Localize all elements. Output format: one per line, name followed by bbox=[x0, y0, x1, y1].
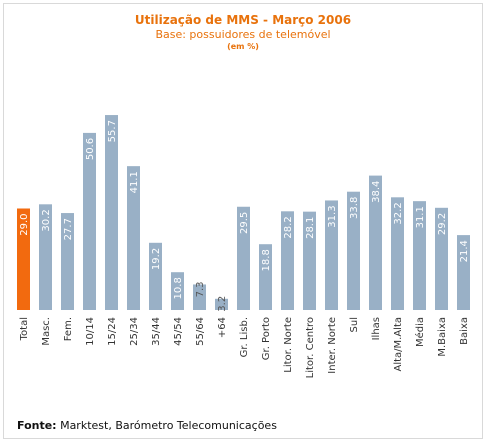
bar-14 bbox=[325, 200, 338, 310]
category-label-20: Baixa bbox=[459, 317, 470, 345]
bar-3 bbox=[83, 132, 96, 310]
category-label-13: Litor. Centro bbox=[305, 317, 316, 378]
value-label-2: 27.7 bbox=[63, 218, 74, 240]
category-label-10: Gr. Lisb. bbox=[239, 317, 250, 357]
bar-10 bbox=[237, 206, 250, 310]
category-label-6: 35/44 bbox=[151, 317, 162, 346]
bar-0 bbox=[17, 208, 30, 310]
category-label-16: Ilhas bbox=[371, 317, 382, 340]
unit-note: (em %) bbox=[227, 42, 259, 51]
bar-19 bbox=[435, 207, 448, 310]
value-label-11: 18.8 bbox=[261, 249, 272, 271]
category-label-9: +64 bbox=[217, 317, 228, 338]
category-label-11: Gr. Porto bbox=[261, 317, 272, 360]
category-label-17: Alta/M.Alta bbox=[393, 317, 404, 372]
chart-title: Utilização de MMS - Março 2006 bbox=[134, 13, 352, 27]
bar-7 bbox=[171, 272, 184, 310]
bar-11 bbox=[259, 244, 272, 310]
bar-6 bbox=[149, 242, 162, 310]
value-label-18: 31.1 bbox=[415, 206, 426, 228]
value-label-10: 29.5 bbox=[239, 212, 250, 234]
value-label-3: 50.6 bbox=[85, 138, 96, 160]
category-label-19: M.Baixa bbox=[437, 317, 448, 357]
bar-15 bbox=[347, 191, 360, 310]
bar-17 bbox=[391, 197, 404, 310]
value-label-4: 55.7 bbox=[107, 120, 118, 142]
category-label-1: Masc. bbox=[41, 317, 52, 346]
value-label-6: 19.2 bbox=[151, 248, 162, 270]
bar-2 bbox=[61, 213, 74, 310]
bar-4 bbox=[105, 115, 118, 310]
value-label-13: 28.1 bbox=[305, 217, 316, 239]
category-label-18: Média bbox=[414, 317, 426, 347]
source-note: Fonte: Marktest, Barómetro Telecomunicaç… bbox=[17, 419, 277, 432]
category-label-15: Sul bbox=[349, 317, 360, 332]
bar-16 bbox=[369, 175, 382, 310]
value-label-14: 31.3 bbox=[327, 205, 338, 227]
bar-18 bbox=[413, 201, 426, 310]
bar-1 bbox=[39, 204, 52, 310]
chart-subtitle: Base: possuidores de telemóvel bbox=[155, 28, 331, 41]
value-label-7: 10.8 bbox=[173, 277, 184, 299]
bar-13 bbox=[303, 211, 316, 310]
bar-9 bbox=[215, 298, 228, 310]
category-label-12: Litor. Norte bbox=[283, 317, 294, 373]
category-label-3: 10/14 bbox=[85, 317, 96, 346]
source-label: Fonte: bbox=[17, 419, 57, 432]
value-label-19: 29.2 bbox=[437, 213, 448, 235]
source-text: Marktest, Barómetro Telecomunicações bbox=[60, 419, 277, 432]
value-label-20: 21.4 bbox=[459, 240, 470, 262]
category-label-0: Total bbox=[19, 317, 30, 341]
bar-12 bbox=[281, 211, 294, 310]
value-label-1: 30.2 bbox=[41, 209, 52, 231]
bar-8 bbox=[193, 284, 206, 310]
value-label-17: 32.2 bbox=[393, 202, 404, 224]
value-label-8: 7.3 bbox=[195, 281, 206, 297]
value-label-16: 38.4 bbox=[371, 181, 382, 203]
category-label-8: 55/64 bbox=[195, 317, 206, 346]
value-label-15: 33.8 bbox=[349, 197, 360, 219]
category-label-7: 45/54 bbox=[173, 317, 184, 346]
bar-5 bbox=[127, 166, 140, 310]
value-label-12: 28.2 bbox=[283, 216, 294, 238]
category-label-4: 15/24 bbox=[107, 317, 118, 346]
bar-20 bbox=[457, 235, 470, 310]
value-label-0: 29.0 bbox=[19, 214, 30, 236]
category-label-2: Fem. bbox=[63, 317, 74, 341]
category-label-14: Inter. Norte bbox=[327, 317, 338, 374]
value-label-9: 3.2 bbox=[217, 296, 228, 312]
value-label-5: 41.1 bbox=[129, 171, 140, 193]
category-label-5: 25/34 bbox=[129, 317, 140, 346]
